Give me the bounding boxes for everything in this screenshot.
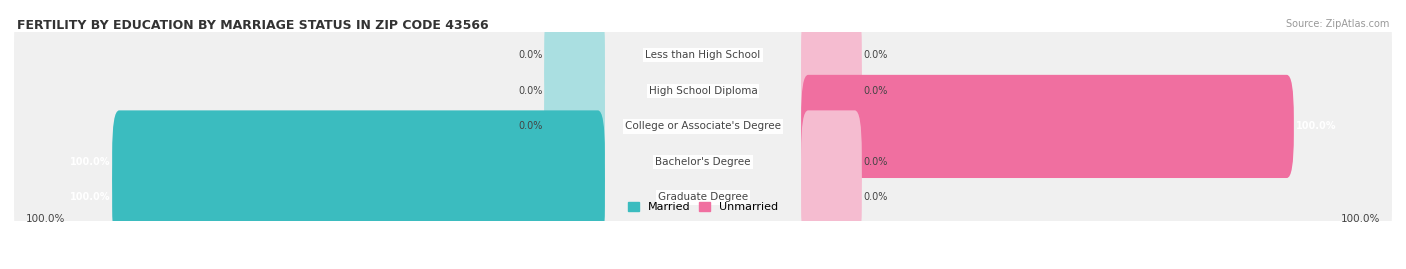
Text: Graduate Degree: Graduate Degree [658, 193, 748, 203]
Text: College or Associate's Degree: College or Associate's Degree [626, 121, 780, 132]
FancyBboxPatch shape [801, 39, 862, 143]
Legend: Married, Unmarried: Married, Unmarried [623, 198, 783, 217]
Text: 100.0%: 100.0% [70, 157, 111, 167]
Text: 0.0%: 0.0% [517, 86, 543, 96]
FancyBboxPatch shape [801, 4, 862, 107]
Text: 0.0%: 0.0% [863, 86, 889, 96]
Text: 100.0%: 100.0% [25, 214, 65, 224]
Text: FERTILITY BY EDUCATION BY MARRIAGE STATUS IN ZIP CODE 43566: FERTILITY BY EDUCATION BY MARRIAGE STATU… [17, 19, 488, 32]
FancyBboxPatch shape [801, 110, 862, 214]
Text: 0.0%: 0.0% [517, 121, 543, 132]
FancyBboxPatch shape [544, 75, 605, 178]
FancyBboxPatch shape [14, 114, 1392, 210]
FancyBboxPatch shape [112, 110, 605, 214]
FancyBboxPatch shape [14, 78, 1392, 175]
FancyBboxPatch shape [112, 146, 605, 249]
Text: 100.0%: 100.0% [1295, 121, 1336, 132]
Text: Source: ZipAtlas.com: Source: ZipAtlas.com [1285, 19, 1389, 29]
Text: 0.0%: 0.0% [517, 50, 543, 60]
Text: High School Diploma: High School Diploma [648, 86, 758, 96]
FancyBboxPatch shape [544, 39, 605, 143]
FancyBboxPatch shape [14, 43, 1392, 139]
FancyBboxPatch shape [801, 75, 1294, 178]
Text: 0.0%: 0.0% [863, 50, 889, 60]
Text: 0.0%: 0.0% [863, 157, 889, 167]
FancyBboxPatch shape [544, 4, 605, 107]
Text: 100.0%: 100.0% [1341, 214, 1381, 224]
Text: 0.0%: 0.0% [863, 193, 889, 203]
Text: Bachelor's Degree: Bachelor's Degree [655, 157, 751, 167]
FancyBboxPatch shape [14, 149, 1392, 246]
FancyBboxPatch shape [14, 7, 1392, 104]
FancyBboxPatch shape [801, 146, 862, 249]
Text: Less than High School: Less than High School [645, 50, 761, 60]
Text: 100.0%: 100.0% [70, 193, 111, 203]
